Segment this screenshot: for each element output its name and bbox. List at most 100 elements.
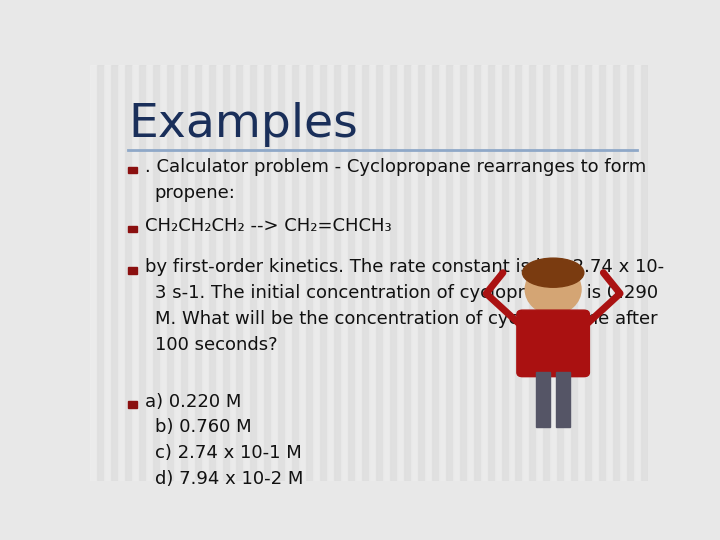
Bar — [487, 65, 495, 481]
Bar — [599, 65, 606, 481]
Bar — [432, 65, 438, 481]
Bar — [327, 65, 334, 481]
Text: Examples: Examples — [128, 102, 358, 147]
Ellipse shape — [526, 265, 581, 314]
Bar — [279, 65, 285, 481]
Bar — [251, 65, 258, 481]
FancyBboxPatch shape — [517, 310, 590, 377]
Bar — [606, 65, 613, 481]
Bar — [128, 166, 137, 173]
Bar — [502, 65, 508, 481]
Text: 100 seconds?: 100 seconds? — [155, 336, 277, 354]
Bar — [453, 65, 459, 481]
Bar — [641, 65, 648, 481]
Bar — [188, 65, 194, 481]
Bar — [271, 65, 279, 481]
Bar — [355, 65, 362, 481]
Bar — [376, 65, 383, 481]
Bar — [536, 373, 550, 427]
Bar — [153, 65, 160, 481]
Bar — [459, 65, 467, 481]
Bar — [202, 65, 209, 481]
Bar — [181, 65, 188, 481]
Bar — [145, 65, 153, 481]
Ellipse shape — [523, 258, 584, 287]
Bar — [139, 65, 145, 481]
Bar — [516, 65, 523, 481]
Bar — [564, 65, 571, 481]
Bar — [467, 65, 474, 481]
Bar — [306, 65, 313, 481]
Bar — [578, 65, 585, 481]
Bar — [508, 65, 516, 481]
Bar — [334, 65, 341, 481]
Text: propene:: propene: — [155, 184, 235, 202]
Bar — [362, 65, 369, 481]
Bar — [397, 65, 404, 481]
Bar — [160, 65, 167, 481]
Text: M. What will be the concentration of cyclopropane after: M. What will be the concentration of cyc… — [155, 310, 657, 328]
Bar — [383, 65, 390, 481]
Bar — [90, 65, 97, 481]
Bar — [174, 65, 181, 481]
Bar — [230, 65, 236, 481]
Bar — [320, 65, 327, 481]
Bar — [97, 65, 104, 481]
Bar — [474, 65, 481, 481]
Bar — [529, 65, 536, 481]
Bar — [194, 65, 202, 481]
Bar — [536, 65, 544, 481]
Bar — [593, 65, 599, 481]
Bar — [243, 65, 251, 481]
Bar — [627, 65, 634, 481]
Bar — [481, 65, 487, 481]
Bar — [571, 65, 578, 481]
Bar — [128, 401, 137, 408]
Bar — [556, 373, 570, 427]
Text: d) 7.94 x 10-2 M: d) 7.94 x 10-2 M — [155, 470, 303, 488]
Bar — [613, 65, 620, 481]
Bar — [550, 65, 557, 481]
Bar — [264, 65, 271, 481]
Bar — [495, 65, 502, 481]
Bar — [446, 65, 453, 481]
Bar — [167, 65, 174, 481]
Bar — [118, 65, 125, 481]
Bar — [292, 65, 300, 481]
Bar — [390, 65, 397, 481]
Bar — [411, 65, 418, 481]
Bar — [104, 65, 111, 481]
Text: a) 0.220 M: a) 0.220 M — [145, 393, 241, 410]
Bar — [132, 65, 139, 481]
Bar — [111, 65, 118, 481]
Bar — [585, 65, 592, 481]
Bar — [369, 65, 376, 481]
Bar — [215, 65, 222, 481]
Bar — [544, 65, 550, 481]
Bar — [209, 65, 215, 481]
Bar — [620, 65, 627, 481]
Bar — [236, 65, 243, 481]
Text: by first-order kinetics. The rate constant is k = 2.74 x 10-: by first-order kinetics. The rate consta… — [145, 259, 664, 276]
Bar — [222, 65, 230, 481]
Bar — [341, 65, 348, 481]
Bar — [557, 65, 564, 481]
Bar — [404, 65, 411, 481]
Bar — [425, 65, 432, 481]
Bar — [128, 267, 137, 274]
Bar — [348, 65, 355, 481]
Bar — [300, 65, 306, 481]
Bar — [523, 65, 529, 481]
Text: b) 0.760 M: b) 0.760 M — [155, 418, 251, 436]
Bar — [438, 65, 446, 481]
Bar — [258, 65, 264, 481]
Bar — [634, 65, 641, 481]
Text: . Calculator problem - Cyclopropane rearranges to form: . Calculator problem - Cyclopropane rear… — [145, 158, 646, 176]
Bar — [285, 65, 292, 481]
Bar — [125, 65, 132, 481]
Text: 3 s-1. The initial concentration of cyclopropane is 0.290: 3 s-1. The initial concentration of cycl… — [155, 284, 658, 302]
Bar — [128, 226, 137, 232]
Text: CH₂CH₂CH₂ --> CH₂=CHCH₃: CH₂CH₂CH₂ --> CH₂=CHCH₃ — [145, 217, 391, 235]
Bar — [418, 65, 425, 481]
Text: c) 2.74 x 10-1 M: c) 2.74 x 10-1 M — [155, 444, 302, 462]
